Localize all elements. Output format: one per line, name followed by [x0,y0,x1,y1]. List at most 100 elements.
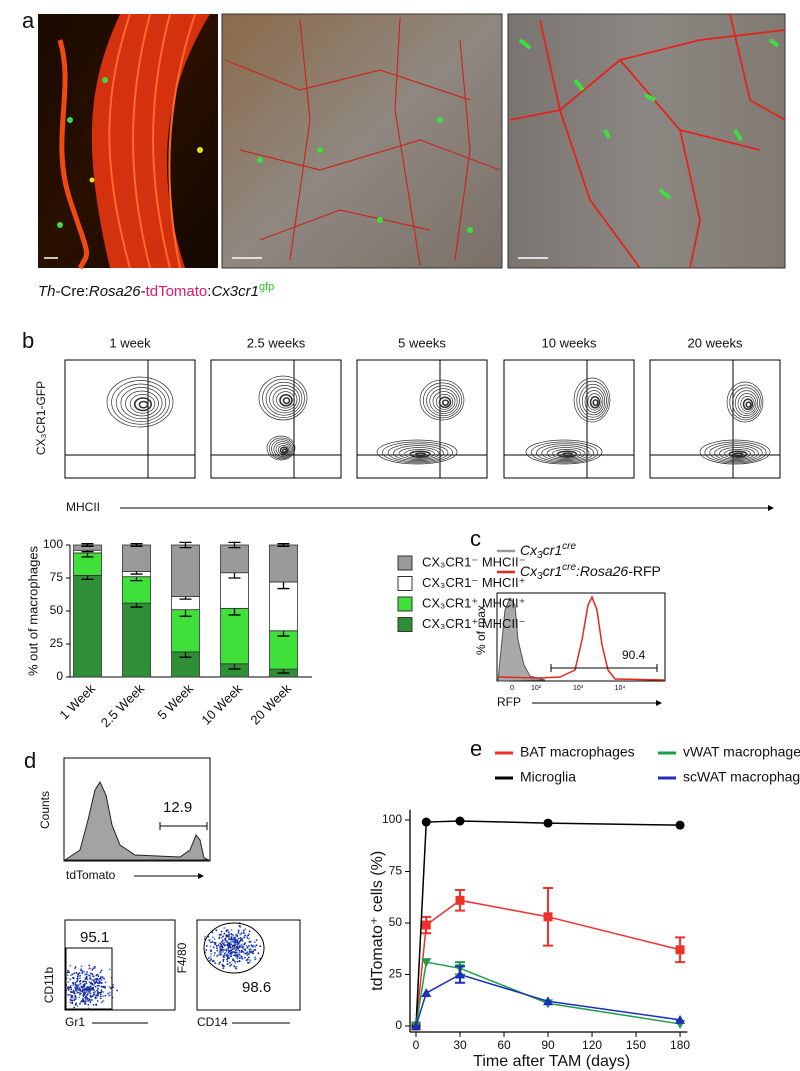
dot [79,979,82,982]
dot [86,971,88,973]
dot [109,991,111,994]
dot [219,942,222,945]
dot [89,992,92,995]
dot [101,985,103,988]
dot [108,994,110,997]
dot [216,949,219,952]
dot [228,938,231,941]
contour [409,450,431,459]
contour [579,383,607,418]
text-part: 3 [537,550,543,561]
y-tick-label: 25 [389,967,403,981]
dot [102,986,105,989]
dot [85,994,88,997]
dot [76,980,78,983]
dot [104,994,107,997]
dot [229,953,232,956]
dot [70,974,72,977]
contour [587,393,602,411]
dot [75,990,78,992]
panel-label: c [470,526,481,551]
marker [455,816,465,826]
dot [84,973,86,976]
dot [206,945,208,947]
dot [219,948,222,951]
dot [71,1002,73,1005]
legend-swatch [397,576,413,591]
contour [387,443,449,463]
dot [241,950,243,953]
contour [266,435,296,461]
x-tick-label: 120 [582,1038,602,1052]
dot [227,931,230,934]
dot [209,945,212,948]
text-part: Cx [520,542,538,558]
dot [230,952,232,955]
dot [222,967,225,970]
tick-label: 10³ [573,685,584,692]
dot [80,968,83,970]
dot [81,989,84,992]
legend-label: CX₃CR1⁺ MHCII⁻ [422,616,526,631]
dot [97,993,99,995]
dot [230,929,233,931]
arrow-head [656,700,662,706]
dot [236,956,238,959]
contour [714,445,759,461]
contour [281,448,288,453]
panel-label: d [24,748,36,773]
dot [252,946,255,948]
dot [74,994,77,997]
contour [271,439,293,459]
contour [273,441,292,457]
dot [83,1000,85,1003]
dot [246,958,249,960]
dot [76,975,79,978]
dot [220,941,223,943]
dot [240,943,243,946]
contour [120,387,163,420]
contour [737,393,757,414]
text-part: Cx [520,563,538,579]
dot [250,944,253,946]
panel-label: a [22,8,35,33]
dot [244,942,246,944]
dot [78,984,80,986]
plot-frame [63,757,211,862]
contour [704,441,767,464]
dot [219,933,222,936]
axis-label: Counts [38,791,52,829]
bar-segment [220,607,249,665]
marker [675,1014,686,1024]
contour [745,401,752,408]
dot [91,973,94,976]
dot [237,941,239,944]
dot [234,962,237,964]
error-bar [81,543,94,547]
dot [237,937,240,940]
dot [225,948,228,950]
contour [709,443,763,463]
dot [74,967,76,970]
dot [82,980,85,983]
x-tick-label: 2.5 Week [98,681,148,731]
axis-label: CX₃CR1-GFP [34,381,48,455]
dot [223,927,226,929]
dot [213,941,216,944]
dot [210,953,213,955]
dot [223,944,226,947]
dot [78,991,81,994]
dot [211,941,214,943]
marker [421,920,431,930]
dot [223,932,226,935]
contour [277,445,290,455]
dot [240,932,243,935]
dot [101,976,104,979]
plot-frame [503,359,635,479]
axis-label: Time after TAM (days) [473,1053,630,1070]
dot [83,985,86,987]
dot [213,954,216,957]
dot [70,996,73,998]
dot [214,942,217,944]
plot-title: 20 weeks [688,335,743,350]
